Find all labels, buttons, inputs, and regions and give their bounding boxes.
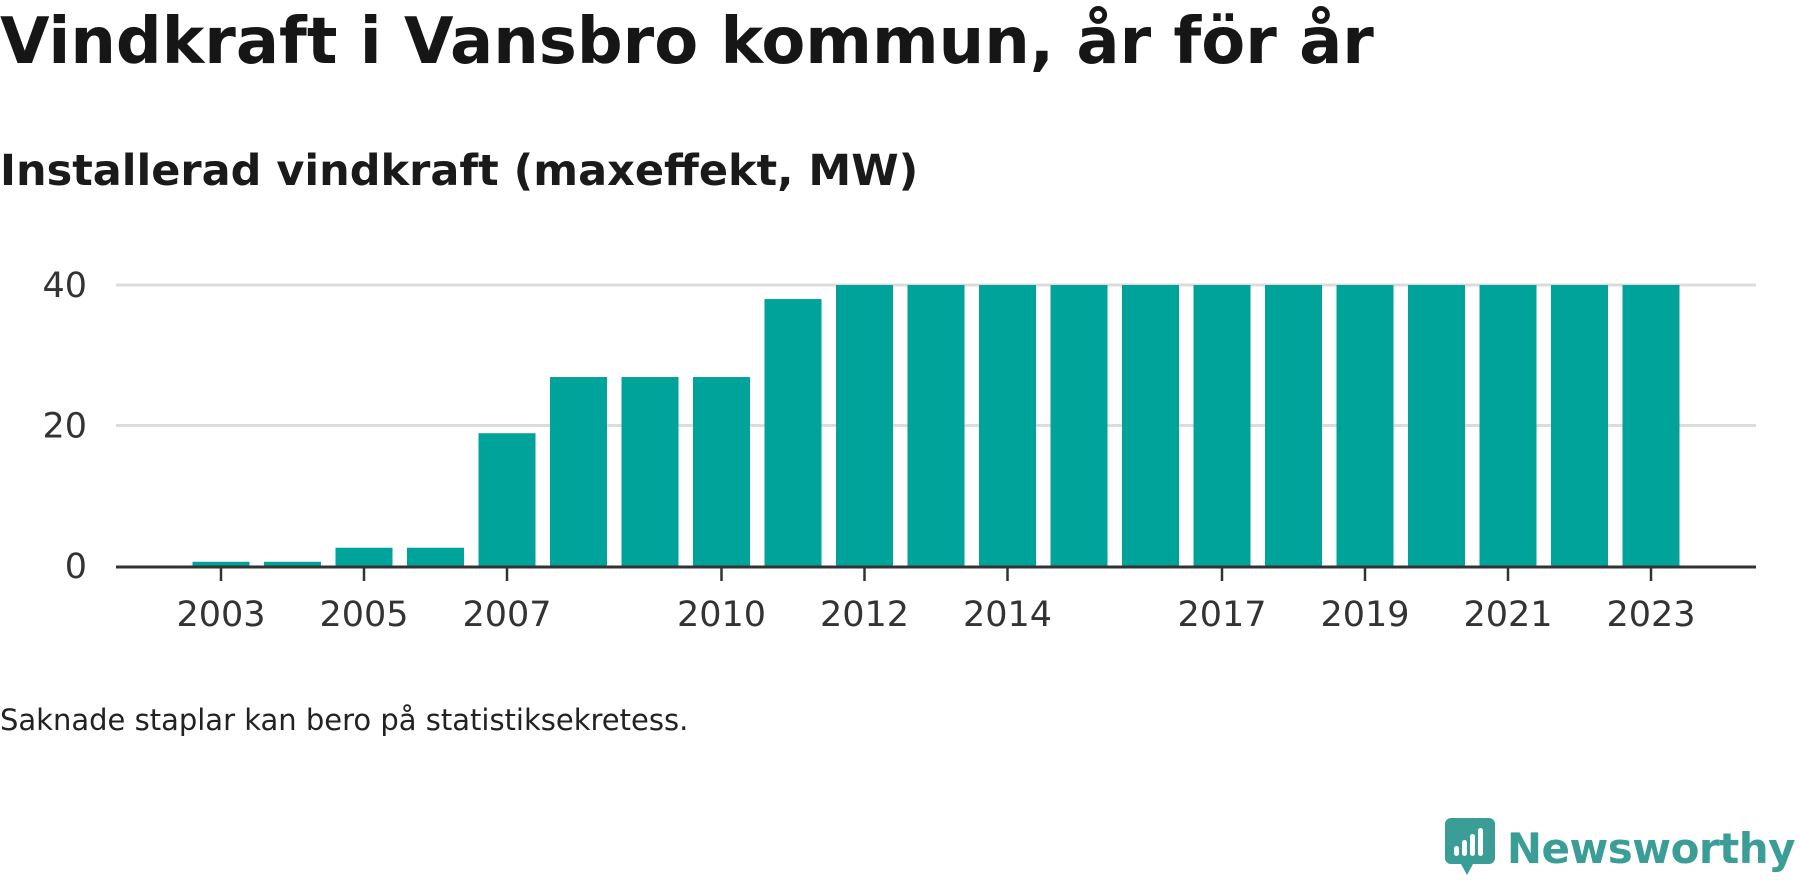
chart-title: Vindkraft i Vansbro kommun, år för år xyxy=(0,5,1374,79)
bar-2022 xyxy=(1551,285,1608,566)
bar-2007 xyxy=(478,433,536,566)
x-tick-label: 2021 xyxy=(1463,595,1552,635)
x-tick-label: 2019 xyxy=(1320,595,1409,635)
bar-2016 xyxy=(1122,285,1179,566)
bar-2003 xyxy=(192,561,250,566)
y-tick-label: 40 xyxy=(42,266,87,306)
x-axis xyxy=(116,565,1756,581)
bar-2015 xyxy=(1050,285,1108,566)
x-tick-label: 2023 xyxy=(1606,595,1695,635)
brand-logo[interactable]: Newsworthy xyxy=(1444,818,1796,880)
bar-2017 xyxy=(1193,285,1251,566)
bar-2013 xyxy=(907,285,965,566)
bar-2021 xyxy=(1479,285,1537,566)
bar-2014 xyxy=(979,285,1036,566)
y-tick-label: 0 xyxy=(65,547,87,587)
bar-2012 xyxy=(836,285,893,566)
bar-2005 xyxy=(335,547,393,566)
brand-name: Newsworthy xyxy=(1506,824,1796,873)
bar-2018 xyxy=(1265,285,1322,566)
bar-2008 xyxy=(550,377,607,566)
chart-subtitle: Installerad vindkraft (maxeffekt, MW) xyxy=(0,146,919,196)
x-tick-label: 2017 xyxy=(1177,595,1266,635)
bar-2009 xyxy=(621,377,679,566)
bar-2020 xyxy=(1408,285,1465,566)
x-tick-label: 2005 xyxy=(319,595,408,635)
x-tick-label: 2012 xyxy=(820,595,909,635)
x-tick-label: 2010 xyxy=(677,595,766,635)
y-tick-label: 20 xyxy=(42,407,87,447)
bar-chart: 0 20 40 2003 2005 2007 2010 2012 2014 2017 2019 202… xyxy=(42,266,1756,635)
x-tick-label: 2014 xyxy=(963,595,1052,635)
bar-2019 xyxy=(1336,285,1394,566)
bar-2023 xyxy=(1622,285,1680,566)
axis-labels: 0 20 40 2003 2005 2007 2010 2012 2014 2017 2019 202… xyxy=(42,266,1695,635)
bar-2010 xyxy=(693,377,750,566)
bar-2006 xyxy=(407,547,464,566)
bar-2011 xyxy=(764,299,822,566)
bar-2004 xyxy=(264,561,321,566)
footnote: Saknade staplar kan bero på statistiksek… xyxy=(0,703,689,737)
bars xyxy=(192,285,1680,566)
bar-chart-speech-bubble-icon xyxy=(1444,818,1495,880)
x-tick-label: 2007 xyxy=(462,595,551,635)
x-tick-label: 2003 xyxy=(176,595,265,635)
